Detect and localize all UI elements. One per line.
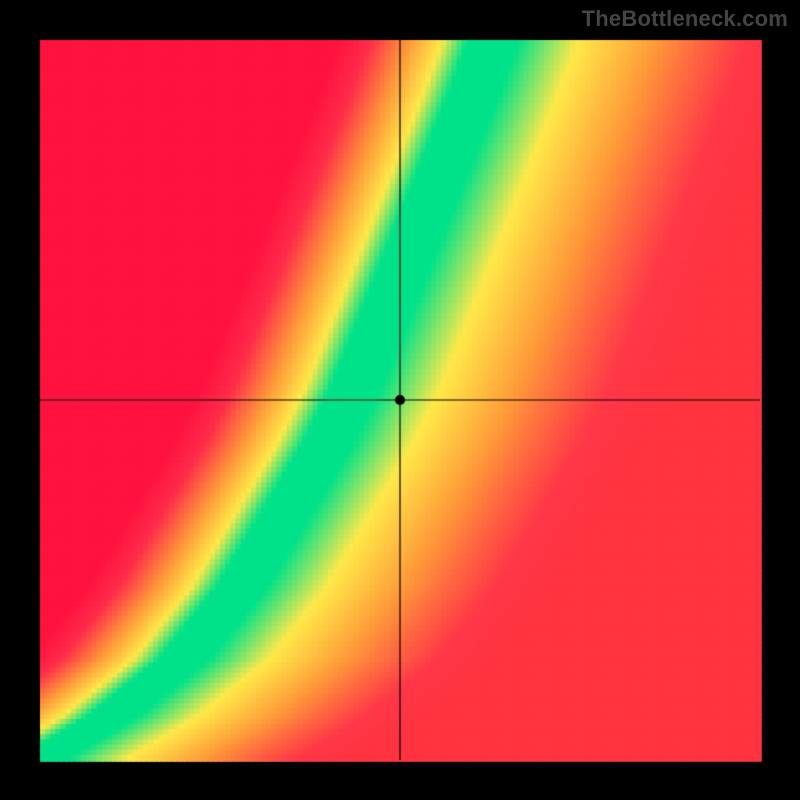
bottleneck-heatmap xyxy=(0,0,800,800)
chart-container: TheBottleneck.com xyxy=(0,0,800,800)
watermark-text: TheBottleneck.com xyxy=(582,6,788,32)
